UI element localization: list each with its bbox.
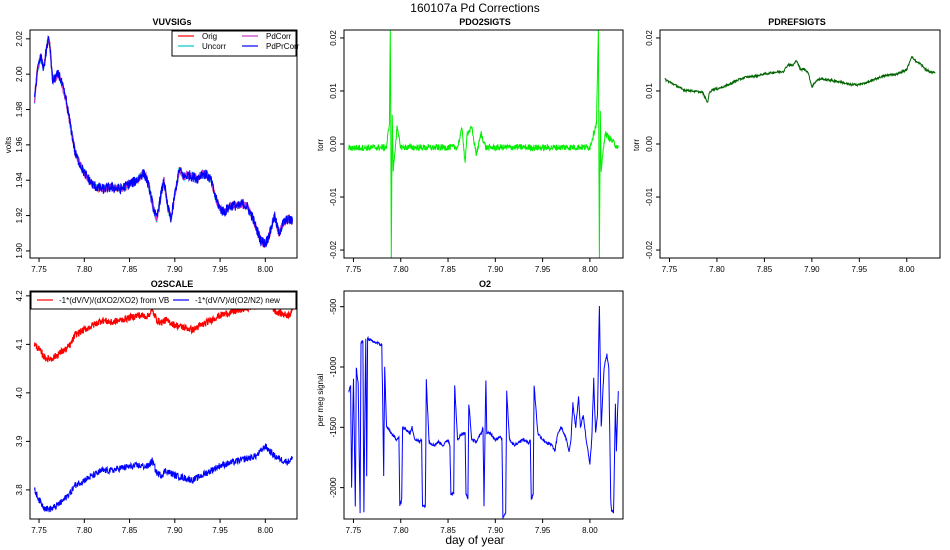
o2scale-legend-label: -1*(dV/V)/d(O2/N2) new <box>195 296 280 305</box>
pdo2sigts-y-axis-label: torr <box>316 139 325 151</box>
pdrefsigts-y-tick-label: 0.00 <box>645 136 654 152</box>
pdo2sigts-title: PDO2SIGTS <box>459 17 511 27</box>
o2-panel: O2 per meg signal 7.75 7.80 7.85 7.90 7.95 8.… <box>316 279 624 535</box>
pdo2sigts-x-tick-label: 7.85 <box>440 265 456 274</box>
pdo2sigts-y-tick-label: -0.02 <box>329 240 338 259</box>
o2scale-y-tick-label: 4.1 <box>15 338 24 350</box>
pdo2sigts-frame <box>343 29 624 259</box>
pdrefsigts-x-tick-label: 7.85 <box>757 265 773 274</box>
figure-title: 160107a Pd Corrections <box>410 1 539 15</box>
pdrefsigts-y-tick-label: 0.02 <box>645 30 654 46</box>
vuvsigs-y-tick-label: 2.02 <box>15 30 24 46</box>
o2-series-0-line <box>348 305 619 519</box>
o2-x-tick-label: 7.95 <box>535 526 551 535</box>
pdrefsigts-y-axis-label: torr <box>632 139 641 151</box>
o2scale-x-tick-label: 7.75 <box>31 526 47 535</box>
pdrefsigts-frame <box>659 29 941 259</box>
o2scale-legend-label: -1*(dV/V)/(dXO2/XO2) from VB <box>59 296 169 305</box>
pdrefsigts-panel: PDREFSIGTS torr 7.75 7.80 7.85 7.90 7.95 8.00… <box>632 17 941 274</box>
vuvsigs-panel: VUVSIGs volts 7.75 7.80 7.85 7.90 7.95 8.00 1.… <box>4 17 300 274</box>
pdrefsigts-x-tick-label: 8.00 <box>899 265 915 274</box>
o2scale-y-tick-label: 3.9 <box>15 435 24 447</box>
pdrefsigts-y-tick-label: -0.01 <box>645 187 654 206</box>
pdo2sigts-panel: PDO2SIGTS torr 7.75 7.80 7.85 7.90 7.95 8.00 -… <box>316 17 624 274</box>
vuvsigs-x-tick-label: 7.85 <box>122 265 138 274</box>
pdo2sigts-y-tick-label: 0.00 <box>329 136 338 152</box>
o2-y-tick-label: -500 <box>329 298 338 315</box>
pdrefsigts-x-tick-label: 7.75 <box>662 265 678 274</box>
o2scale-y-tick-label: 4.2 <box>15 290 24 302</box>
o2scale-legend <box>30 291 297 310</box>
vuvsigs-frame <box>29 29 298 259</box>
o2scale-y-tick-label: 3.8 <box>15 484 24 496</box>
vuvsigs-legend-label: Uncorr <box>202 42 226 51</box>
vuvsigs-y-tick-label: 1.96 <box>15 137 24 153</box>
pdo2sigts-x-tick-label: 8.00 <box>582 265 598 274</box>
o2scale-x-tick-label: 7.85 <box>122 526 138 535</box>
o2-x-tick-label: 7.85 <box>440 526 456 535</box>
pdo2sigts-x-tick-label: 7.95 <box>535 265 551 274</box>
pdrefsigts-x-tick-label: 7.90 <box>804 265 820 274</box>
o2scale-x-tick-label: 8.00 <box>258 526 274 535</box>
o2-frame <box>343 290 624 520</box>
pdrefsigts-series-0-line <box>664 56 936 103</box>
vuvsigs-y-tick-label: 1.90 <box>15 243 24 259</box>
o2scale-x-tick-label: 7.95 <box>212 526 228 535</box>
vuvsigs-y-tick-label: 2.00 <box>15 66 24 82</box>
vuvsigs-x-tick-label: 7.75 <box>31 265 47 274</box>
o2-y-tick-label: -1000 <box>329 356 338 377</box>
o2scale-frame <box>29 290 298 520</box>
o2scale-title: O2SCALE <box>151 279 194 289</box>
o2-y-axis-label: per meg signal <box>316 374 325 427</box>
o2scale-x-tick-label: 7.80 <box>77 526 93 535</box>
o2-title: O2 <box>479 279 491 289</box>
pdo2sigts-y-tick-label: 0.02 <box>329 30 338 46</box>
pdrefsigts-x-tick-label: 7.80 <box>709 265 725 274</box>
vuvsigs-x-tick-label: 8.00 <box>258 265 274 274</box>
vuvsigs-y-tick-label: 1.94 <box>15 172 24 188</box>
vuvsigs-series-3-line <box>34 36 293 248</box>
pdo2sigts-x-tick-label: 7.80 <box>393 265 409 274</box>
o2scale-series-1-line <box>34 443 293 513</box>
o2-x-tick-label: 7.75 <box>346 526 362 535</box>
pdo2sigts-y-tick-label: 0.01 <box>329 83 338 99</box>
pdrefsigts-x-tick-label: 7.95 <box>852 265 868 274</box>
vuvsigs-y-tick-label: 1.98 <box>15 101 24 117</box>
o2-x-tick-label: 7.90 <box>488 526 504 535</box>
vuvsigs-x-tick-label: 7.95 <box>212 265 228 274</box>
vuvsigs-x-tick-label: 7.90 <box>167 265 183 274</box>
o2-y-tick-label: -2000 <box>329 477 338 498</box>
pdo2sigts-y-tick-label: -0.01 <box>329 187 338 206</box>
pdo2sigts-x-tick-label: 7.90 <box>488 265 504 274</box>
o2scale-panel: O2SCALE 7.75 7.80 7.85 7.90 7.95 8.00 3.8 3.9 4.… <box>15 279 298 535</box>
o2scale-x-tick-label: 7.90 <box>167 526 183 535</box>
vuvsigs-legend-label: PdCorr <box>266 32 292 41</box>
figure-x-axis-label: day of year <box>445 533 504 547</box>
o2-x-tick-label: 7.80 <box>393 526 409 535</box>
vuvsigs-title: VUVSIGs <box>152 17 191 27</box>
vuvsigs-y-axis-label: volts <box>4 137 13 153</box>
o2scale-y-tick-label: 4.0 <box>15 387 24 399</box>
vuvsigs-y-tick-label: 1.92 <box>15 207 24 223</box>
pdo2sigts-x-tick-label: 7.75 <box>346 265 362 274</box>
pdrefsigts-title: PDREFSIGTS <box>768 17 826 27</box>
pdo2sigts-series-0-line <box>348 30 619 258</box>
o2-x-tick-label: 8.00 <box>582 526 598 535</box>
pdrefsigts-y-tick-label: 0.01 <box>645 83 654 99</box>
vuvsigs-legend-label: PdPrCorr <box>266 42 300 51</box>
vuvsigs-legend <box>171 30 297 57</box>
vuvsigs-x-tick-label: 7.80 <box>77 265 93 274</box>
o2-y-tick-label: -1500 <box>329 417 338 438</box>
vuvsigs-legend-label: Orig <box>202 32 217 41</box>
pdrefsigts-y-tick-label: -0.02 <box>645 240 654 259</box>
